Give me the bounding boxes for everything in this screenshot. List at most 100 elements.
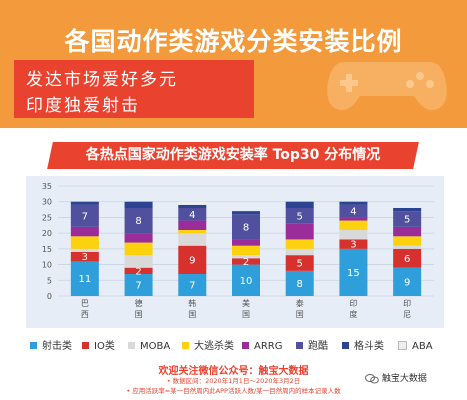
data-label: 8 (243, 222, 249, 233)
bar-segment (178, 230, 207, 234)
legend-swatch (30, 341, 37, 349)
page-title: 各国动作类游戏分类安装比例 (64, 27, 403, 56)
legend-item: ABA (398, 340, 433, 354)
data-label: 5 (297, 259, 303, 270)
data-label: 7 (189, 281, 195, 292)
y-tick-label: 35 (42, 182, 52, 191)
bar-segment (393, 226, 422, 237)
x-tick-label: 西 (81, 310, 89, 319)
bar-segment (70, 252, 99, 262)
legend-item: MOBA (128, 340, 170, 354)
bar-segment (393, 211, 422, 227)
wechat-icon (365, 373, 379, 383)
x-tick-label: 巴 (81, 299, 89, 308)
y-tick-label: 0 (47, 292, 52, 301)
data-label: 2 (135, 266, 141, 277)
brand-watermark: 触宝大数据 (365, 371, 427, 384)
bar-segment (339, 201, 368, 205)
bar-segment (70, 204, 99, 227)
data-label: 15 (347, 268, 360, 279)
bar-segment (70, 261, 99, 296)
bar-segment (124, 255, 153, 268)
legend-swatch (242, 341, 249, 349)
subtitle-box: 发达市场爱好多元 印度独爱射击 (14, 60, 254, 118)
chart-area: 0 5 10 15 20 25 30 35 11 3 7 巴西 7 2 8 德国 7 9 4 韩国 10 2 8 美国 8 5 5 泰… (26, 176, 444, 328)
data-label: 8 (297, 279, 303, 290)
bar-segment (393, 208, 422, 212)
y-tick-label: 30 (42, 198, 52, 207)
data-label: 7 (82, 211, 88, 222)
legend-label: 格斗类 (354, 341, 384, 352)
bar-segment (124, 242, 153, 256)
bar-segment (124, 274, 153, 296)
bar-segment (285, 239, 314, 249)
legend-label: ARRG (254, 341, 283, 352)
legend-label: MOBA (140, 341, 171, 352)
legend-item: 格斗类 (342, 340, 384, 354)
x-tick-label: 国 (242, 310, 250, 319)
legend-label: 跑酷 (308, 341, 328, 352)
x-tick-label: 韩 (188, 298, 196, 308)
bar-segment (178, 220, 207, 230)
legend-swatch (342, 341, 349, 349)
data-label: 2 (243, 257, 249, 268)
bar-segment (393, 245, 422, 249)
bar-segment (124, 267, 153, 274)
y-tick-label: 15 (42, 245, 52, 254)
bar-segment (393, 236, 422, 246)
data-label: 7 (135, 281, 141, 292)
bar-segment (285, 201, 314, 208)
bar-segment (232, 264, 260, 296)
legend-item: 射击类 (30, 340, 72, 354)
data-label: 4 (189, 210, 195, 221)
data-label: 9 (189, 255, 195, 266)
legend-swatch (128, 341, 135, 349)
legend-swatch (182, 341, 189, 349)
legend-label: IO类 (94, 341, 115, 352)
bar-segment (339, 230, 368, 240)
legend-swatch (82, 341, 89, 349)
data-label: 6 (404, 254, 410, 265)
bar-segment (393, 267, 422, 296)
bar-segment (232, 245, 260, 256)
bar-segment (232, 258, 260, 265)
bar-segment (70, 201, 99, 205)
legend-label: 大逃杀类 (194, 341, 234, 352)
bar-segment (178, 245, 207, 274)
bar-segment (232, 211, 260, 215)
legend-item: ARRG (242, 340, 283, 354)
gamepad-icon (327, 62, 447, 111)
bar-segment (70, 226, 99, 237)
header-hero: 各国动作类游戏分类安装比例 发达市场爱好多元 印度独爱射击 (0, 0, 467, 128)
x-tick-label: 印 (403, 299, 411, 308)
bar-segment (339, 239, 368, 249)
legend-swatch (398, 340, 407, 350)
chart-legend: 射击类 IO类 MOBA 大逃杀类 ARRG 跑酷 格斗类 ABA (30, 340, 450, 356)
legend-label: ABA (412, 341, 433, 352)
x-tick-label: 国 (135, 310, 143, 319)
data-label: 11 (78, 274, 91, 285)
bar-segment (232, 239, 260, 246)
x-tick-label: 美 (242, 298, 250, 308)
data-label: 8 (135, 216, 141, 227)
footer-definition: • 应用活跃率=某一目然周内此APP活跃人数/某一目然周内的样本记录人数 (126, 387, 341, 395)
y-tick-label: 20 (42, 229, 52, 238)
data-label: 9 (404, 277, 410, 288)
x-tick-label: 印 (349, 299, 357, 308)
bar-segment (124, 201, 153, 208)
data-label: 3 (350, 240, 356, 251)
legend-label: 射击类 (42, 341, 72, 352)
y-tick-label: 5 (47, 276, 52, 285)
bar-segment (285, 270, 314, 296)
bar-segment (178, 233, 207, 246)
subtitle-line-1: 发达市场爱好多元 (26, 70, 178, 90)
x-tick-label: 度 (349, 309, 357, 319)
bar-segment (339, 220, 368, 230)
bar-segment (285, 248, 314, 256)
bar-segment (285, 255, 314, 271)
stacked-bar-chart: 051015202530351137巴西728德国794韩国1028美国855泰… (42, 182, 434, 319)
bar-segment (393, 248, 422, 268)
x-tick-label: 国 (296, 310, 304, 319)
bar-segment (285, 208, 314, 224)
chart-title: 各热点国家动作类游戏安装率 Top30 分布情况 (85, 147, 381, 163)
